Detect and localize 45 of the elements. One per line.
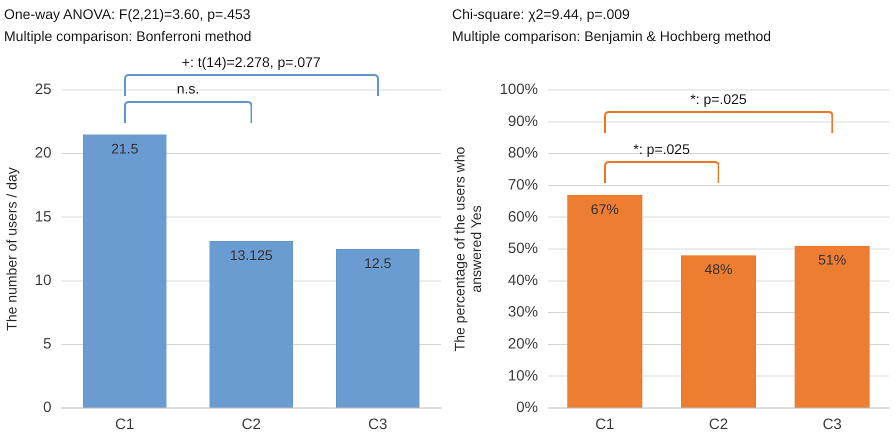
x-tick-label: C2 xyxy=(242,416,261,434)
data-label: 13.125 xyxy=(230,246,273,263)
bar xyxy=(82,134,166,408)
bar xyxy=(680,255,756,408)
y-tick-label: 90% xyxy=(508,112,538,130)
bar xyxy=(336,249,420,408)
data-label: 67% xyxy=(590,200,619,217)
y-tick-label: 70% xyxy=(508,176,538,194)
y-axis-title: The number of users / day xyxy=(3,167,20,331)
x-tick-label: C1 xyxy=(595,416,614,434)
y-tick-label: 5 xyxy=(43,336,52,353)
y-tick-label: 0% xyxy=(516,399,538,416)
text: +: t(14)=2.278, p=.077 xyxy=(182,54,321,70)
y-tick-label: 30% xyxy=(508,304,538,321)
x-tick-label: C1 xyxy=(115,416,134,434)
y-tick-label: 10 xyxy=(34,272,52,289)
data-label: 21.5 xyxy=(111,140,139,156)
annotation: *: p=.025 xyxy=(633,140,690,157)
y-axis-title: The percentage of the users who answered Yes xyxy=(451,146,484,352)
y-tick-label: 20 xyxy=(34,144,52,162)
chart-subtitle: Multiple comparison: Bonferroni method xyxy=(4,28,252,44)
annotation: n.s. xyxy=(176,80,200,96)
chart-title: One-way ANOVA: F(2,21)=3.60, p=.453 xyxy=(4,6,250,22)
y-tick-label: 20% xyxy=(508,336,538,353)
bar xyxy=(567,194,642,408)
y-tick-label: 50% xyxy=(508,240,538,258)
y-tick-label: 25 xyxy=(34,81,52,98)
x-tick-label: C2 xyxy=(708,416,728,434)
y-tick-label: 10% xyxy=(508,367,538,384)
y-tick-label: 80% xyxy=(508,144,538,162)
bar xyxy=(209,241,293,408)
x-tick-label: C3 xyxy=(822,416,842,434)
data-label: 12.5 xyxy=(364,254,392,271)
y-tick-label: 15 xyxy=(34,208,52,226)
data-label: 48% xyxy=(704,261,732,278)
annotation: *: p=.025 xyxy=(690,90,747,107)
x-tick-label: C3 xyxy=(368,416,388,434)
bar xyxy=(794,246,870,408)
chart-subtitle: Multiple comparison: Benjamin & Hochberg method xyxy=(452,28,772,44)
data-label: 51% xyxy=(818,252,846,268)
y-tick-label: 60% xyxy=(508,208,538,226)
chart-title: Chi-square: χ2=9.44, p=.009 xyxy=(452,6,630,22)
y-tick-label: 40% xyxy=(508,272,538,289)
y-tick-label: 100% xyxy=(500,81,538,98)
y-tick-label: 0 xyxy=(43,399,52,416)
